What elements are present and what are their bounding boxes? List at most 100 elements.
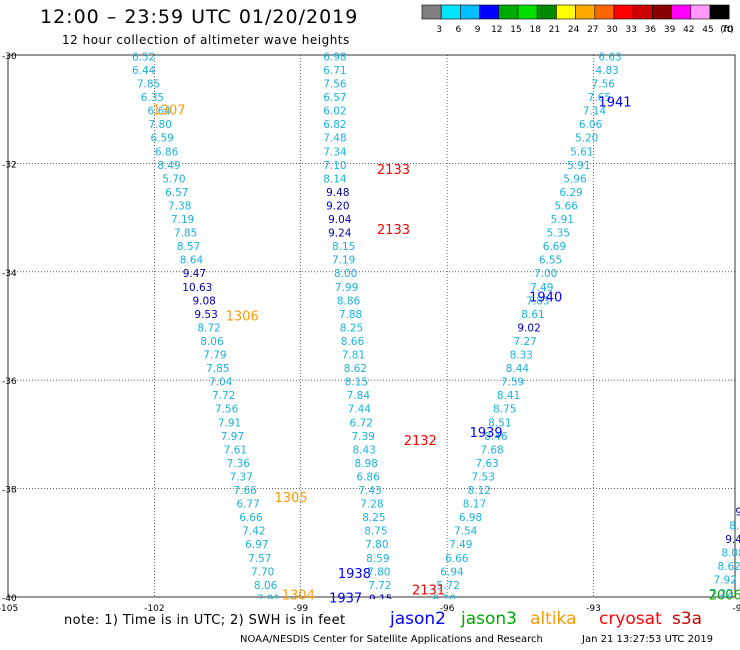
- wave-height-value: 7.36: [227, 458, 251, 470]
- pass-label: 1939: [470, 426, 503, 441]
- colorbar-label: 36: [645, 25, 657, 35]
- wave-height-value: 7.48: [323, 133, 346, 145]
- wave-height-value: 8.06: [200, 336, 224, 348]
- wave-height-value: 7.49: [530, 282, 553, 294]
- latitude-tick-label: -36: [2, 377, 17, 387]
- wave-height-value: 6.72: [350, 417, 373, 429]
- colorbar-label: 33: [625, 25, 636, 35]
- wave-height-value: 7.56: [323, 79, 347, 91]
- wave-height-value: 8.51: [488, 417, 511, 429]
- pass-label: 2132: [404, 434, 437, 449]
- longitude-tick-label: -99: [293, 604, 308, 614]
- wave-height-value: 8.86: [337, 295, 361, 307]
- colorbar-label: 27: [587, 25, 598, 35]
- wave-height-value: 8.66: [341, 336, 365, 348]
- wave-height-value: 6.66: [445, 553, 469, 565]
- colorbar-label: 9: [475, 25, 481, 35]
- wave-height-value: 7.92: [714, 574, 737, 586]
- wave-height-value: 9.20: [326, 200, 349, 212]
- wave-height-value: 7.54: [454, 526, 478, 538]
- pass-label: 1937: [329, 591, 362, 606]
- wave-height-value: 6.57: [165, 187, 188, 199]
- longitude-tick-label: -102: [144, 604, 164, 614]
- colorbar-label: 18: [529, 25, 541, 35]
- wave-height-value: 10.63: [182, 282, 212, 294]
- wave-height-value: 8.57: [177, 241, 200, 253]
- wave-height-value: 7.68: [480, 444, 503, 456]
- wave-height-value: 6.35: [141, 92, 164, 104]
- legend-s3a: s3a: [672, 609, 703, 629]
- page-subtitle: 12 hour collection of altimeter wave hei…: [62, 33, 350, 47]
- wave-height-value: 7.59: [501, 377, 524, 389]
- colorbar-label: 42: [683, 25, 694, 35]
- wave-height-value: 6.59: [150, 133, 173, 145]
- colorbar-label: 21: [549, 25, 560, 35]
- longitude-tick-label: -90: [733, 604, 740, 614]
- pass-label: 1307: [152, 104, 185, 119]
- legend-cryosat: cryosat: [599, 609, 662, 629]
- wave-height-value: 7.34: [323, 146, 347, 158]
- colorbar-label: 12: [491, 25, 502, 35]
- wave-height-value: 8.75: [364, 526, 387, 538]
- wave-height-value: 6.57: [323, 92, 346, 104]
- wave-height-value: 8.85: [729, 520, 740, 532]
- wave-height-value: 9.1: [735, 507, 740, 519]
- wave-height-value: 9.15: [369, 593, 392, 605]
- wave-height-value: 6.94: [440, 566, 464, 578]
- wave-height-value: 7.85: [137, 79, 160, 91]
- pass-label: 2131: [412, 583, 445, 598]
- longitude-tick-label: -96: [440, 604, 455, 614]
- wave-height-value: 4.83: [595, 65, 618, 77]
- wave-height-value: 8.46: [484, 431, 508, 443]
- wave-height-value: 7.91: [257, 593, 280, 605]
- page-title: 12:00 – 23:59 UTC 01/20/2019: [40, 6, 359, 28]
- wave-height-value: 7.99: [335, 282, 358, 294]
- colorbar-label: 6: [456, 25, 462, 35]
- wave-height-value: 9.47: [183, 268, 206, 280]
- colorbar-unit: (ft): [720, 25, 734, 35]
- wave-height-value: 8.33: [510, 350, 533, 362]
- wave-height-value: 9.02: [517, 322, 540, 334]
- wave-height-value: 7.80: [149, 119, 172, 131]
- pass-label: 1305: [274, 491, 307, 506]
- wave-height-value: 7.91: [218, 417, 241, 429]
- pass-label: 1941: [598, 95, 631, 110]
- wave-height-value: 7.19: [171, 214, 194, 226]
- wave-height-value: 9.08: [192, 295, 215, 307]
- credit-line: NOAA/NESDIS Center for Satellite Applica…: [240, 634, 543, 645]
- wave-height-value: 7.66: [233, 485, 257, 497]
- wave-height-value: 5.66: [554, 200, 578, 212]
- wave-height-value: 7.42: [242, 526, 265, 538]
- wave-height-value: 6.55: [539, 255, 562, 267]
- wave-height-value: 8.06: [254, 580, 278, 592]
- wave-height-value: 7.53: [472, 471, 495, 483]
- wave-height-value: 8.15: [345, 377, 368, 389]
- wave-height-value: 7.72: [368, 580, 391, 592]
- pass-label: 2133: [377, 223, 410, 238]
- wave-height-value: 7.83: [526, 295, 549, 307]
- wave-height-value: 6.06: [579, 119, 603, 131]
- colorbar-label: 45: [702, 25, 713, 35]
- colorbar-label: 3: [436, 25, 442, 35]
- latitude-tick-label: -30: [2, 52, 17, 62]
- wave-height-value: 8.98: [354, 458, 377, 470]
- colorbar-label: 24: [568, 25, 580, 35]
- colorbar-swatch: [709, 4, 730, 20]
- wave-height-value: 7.80: [367, 566, 390, 578]
- pass-label: 2133: [377, 163, 410, 178]
- longitude-tick-label: -105: [0, 604, 18, 614]
- wave-height-value: 7.10: [323, 160, 346, 172]
- wave-height-value: 8.75: [493, 404, 516, 416]
- wave-height-value: 5.35: [547, 228, 570, 240]
- wave-height-value: 7.85: [206, 363, 229, 375]
- wave-height-value: 8.49: [157, 160, 180, 172]
- wave-height-value: 8.12: [468, 485, 491, 497]
- wave-height-value: 6.29: [559, 187, 582, 199]
- wave-height-value: 8.64: [180, 255, 204, 267]
- wave-height-value: 5.70: [162, 173, 185, 185]
- wave-height-value: 7.14: [583, 106, 607, 118]
- wave-height-value: 8.25: [362, 512, 385, 524]
- wave-height-value: 8.44: [506, 363, 530, 375]
- wave-height-value: 7.38: [168, 200, 191, 212]
- wave-height-value: 7.44: [348, 404, 372, 416]
